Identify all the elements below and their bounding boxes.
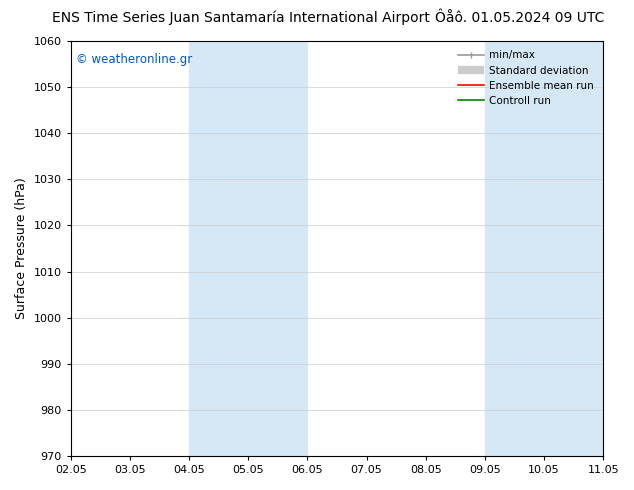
- Bar: [189, 41, 307, 456]
- Text: © weatheronline.gr: © weatheronline.gr: [76, 53, 192, 67]
- Text: ENS Time Series Juan Santamaría International Airport: ENS Time Series Juan Santamaría Internat…: [52, 11, 430, 25]
- Y-axis label: Surface Pressure (hPa): Surface Pressure (hPa): [15, 178, 28, 319]
- Legend: min/max, Standard deviation, Ensemble mean run, Controll run: min/max, Standard deviation, Ensemble me…: [454, 46, 598, 110]
- Bar: [485, 41, 603, 456]
- Text: Ôåô. 01.05.2024 09 UTC: Ôåô. 01.05.2024 09 UTC: [435, 11, 605, 25]
